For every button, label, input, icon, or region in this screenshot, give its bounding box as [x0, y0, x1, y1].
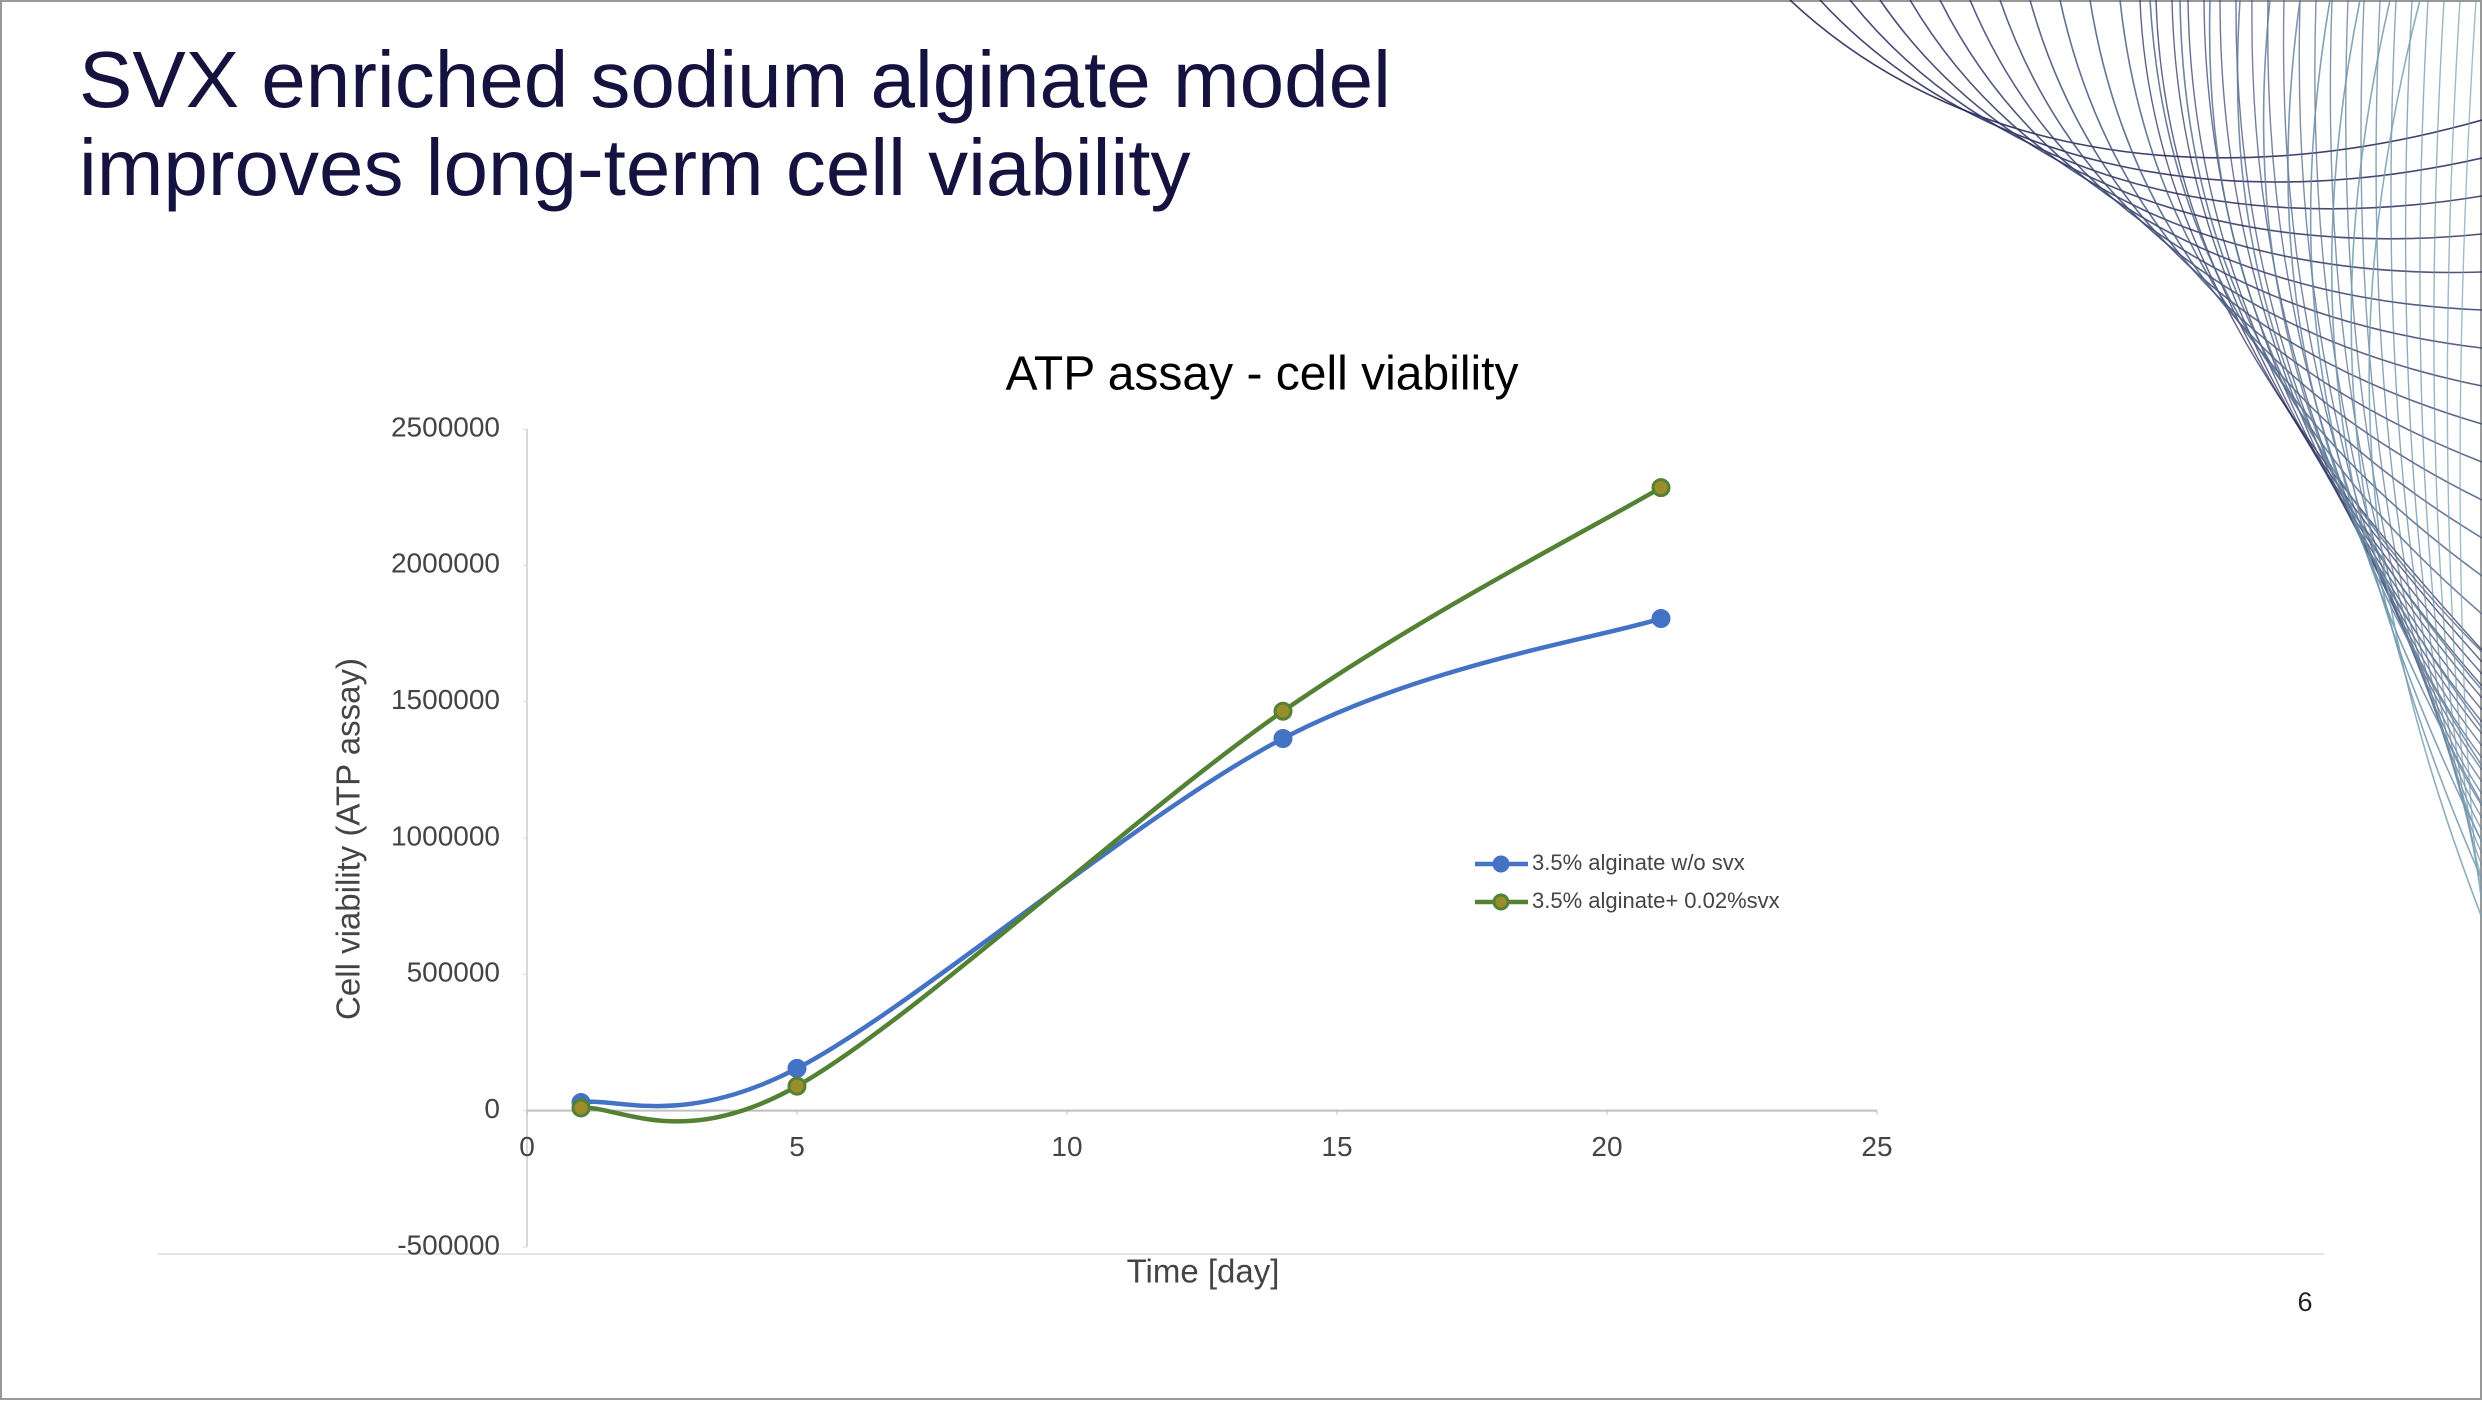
y-tick-label: -500000 [397, 1229, 500, 1260]
mesh-line [2287, 0, 2482, 767]
y-tick-label: 2000000 [391, 548, 500, 579]
mesh-line [2187, 0, 2482, 687]
mesh-line [2375, 0, 2482, 831]
data-point [787, 1058, 807, 1078]
chart-title: ATP assay - cell viability [1005, 348, 1518, 401]
data-point [1651, 609, 1671, 629]
mesh-line [2298, 0, 2482, 771]
mesh-line [2459, 0, 2482, 903]
decorative-mesh [1789, 0, 2482, 919]
data-point [571, 1098, 591, 1118]
mesh-line [1999, 0, 2482, 387]
y-tick-label: 2500000 [391, 411, 500, 442]
mesh-line [2262, 0, 2482, 729]
mesh-line [2171, 0, 2482, 675]
mesh-line [2089, 0, 2482, 501]
y-tick-label: 1000000 [391, 820, 500, 851]
mesh-line [2350, 0, 2482, 881]
legend-marker [1492, 893, 1510, 911]
mesh-line [2236, 0, 2482, 691]
legend-marker [1492, 855, 1510, 873]
x-tick-label: 0 [519, 1131, 535, 1162]
legend-label: 3.5% alginate+ 0.02%svx [1532, 888, 1780, 913]
mesh-line [2029, 0, 2482, 425]
mesh-line [2446, 0, 2482, 891]
y-tick-label: 0 [484, 1093, 500, 1124]
y-tick-label: 1500000 [391, 684, 500, 715]
mesh-line [2251, 0, 2482, 735]
y-axis-label: Cell viability (ATP assay) [330, 658, 367, 1020]
mesh-line [2208, 0, 2482, 653]
x-tick-label: 15 [1321, 1131, 1352, 1162]
legend-label: 3.5% alginate w/o svx [1532, 850, 1745, 875]
mesh-line [1969, 0, 2482, 349]
mesh-line [2179, 0, 2482, 615]
mesh-line [2203, 0, 2482, 699]
data-point [1273, 728, 1293, 748]
x-axis-label: Time [day] [1127, 1253, 1280, 1290]
data-point [787, 1076, 807, 1096]
x-tick-label: 25 [1861, 1131, 1892, 1162]
mesh-line [1849, 0, 2482, 210]
page-number: 6 [2297, 1287, 2312, 1317]
y-tick-label: 500000 [407, 957, 500, 988]
mesh-line [2139, 0, 2482, 651]
x-tick-label: 10 [1051, 1131, 1082, 1162]
mesh-line [2119, 0, 2482, 539]
mesh-line [2309, 0, 2482, 805]
x-tick-label: 20 [1591, 1131, 1622, 1162]
data-point [1273, 701, 1293, 721]
mesh-line [2155, 0, 2482, 663]
data-point [1651, 478, 1671, 498]
mesh-line [2360, 0, 2482, 819]
mesh-line [2330, 0, 2482, 843]
slide-title: improves long-term cell viability [79, 123, 1190, 212]
mesh-line [2368, 0, 2482, 919]
x-tick-label: 5 [789, 1131, 805, 1162]
mesh-line [1879, 0, 2482, 240]
series-line [580, 485, 1663, 1124]
slide-title: SVX enriched sodium alginate model [79, 35, 1391, 124]
mesh-line [2267, 0, 2482, 747]
mesh-line [2433, 0, 2482, 879]
mesh-line [1819, 0, 2482, 183]
